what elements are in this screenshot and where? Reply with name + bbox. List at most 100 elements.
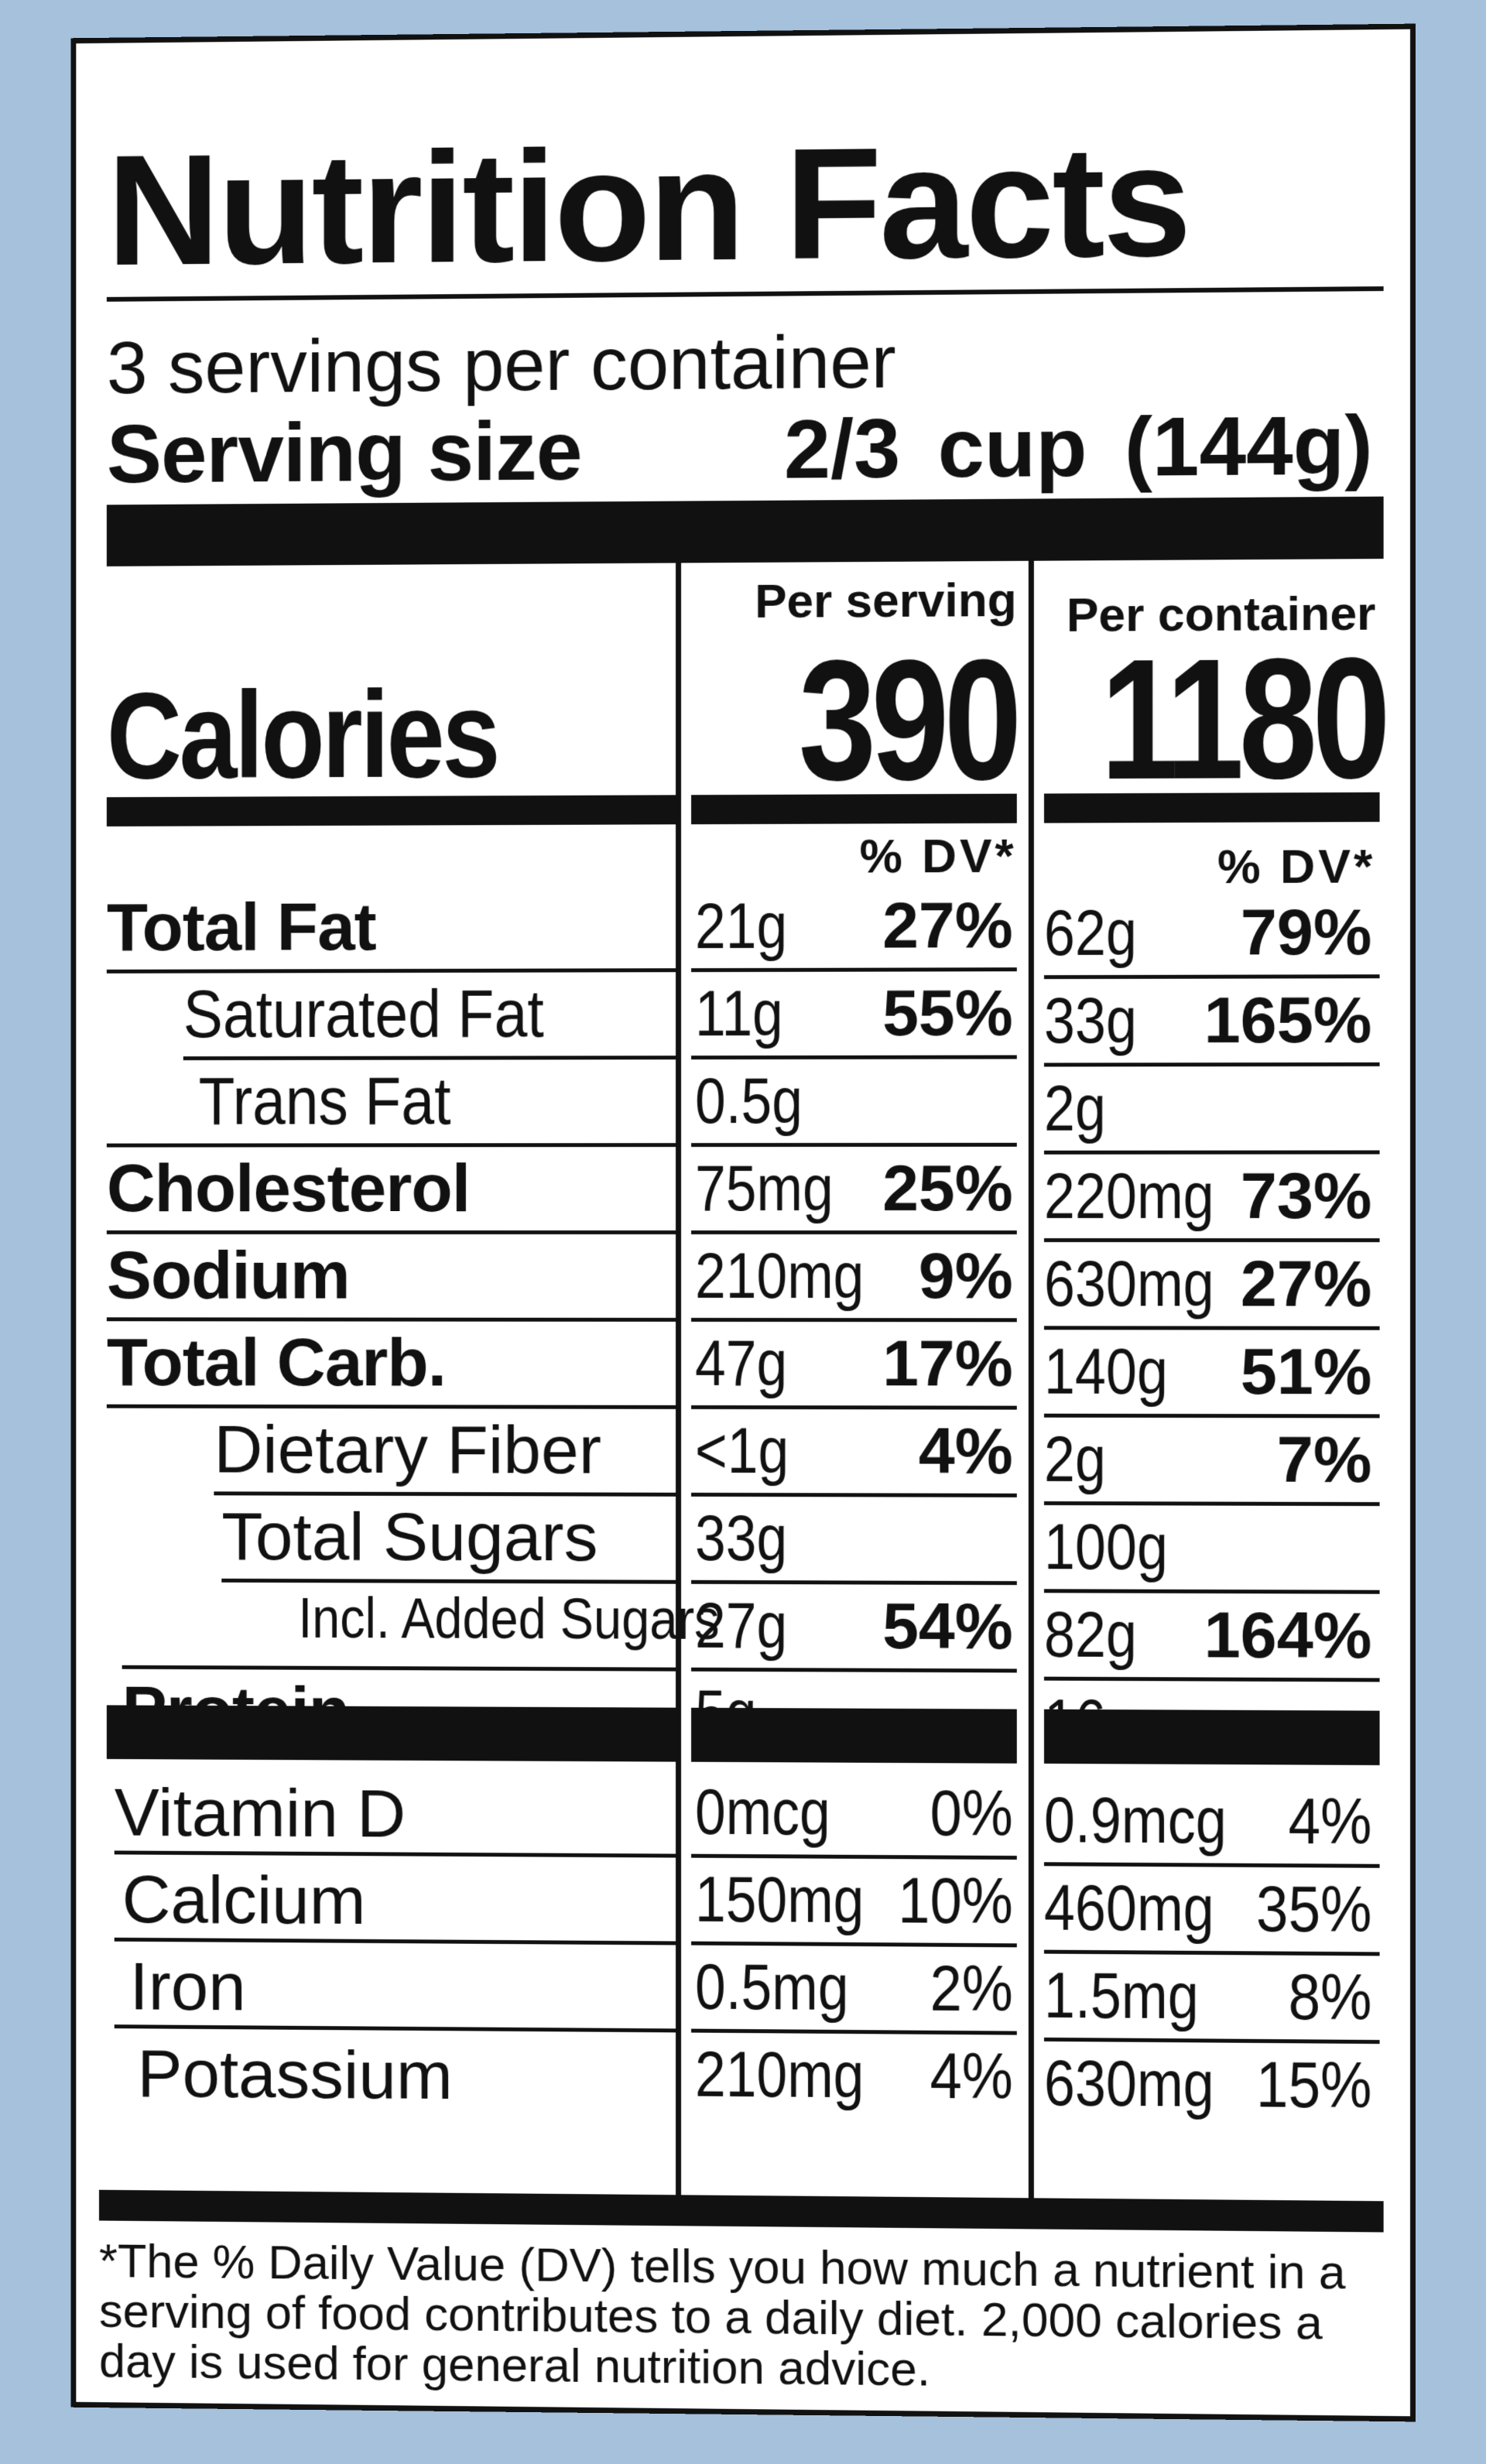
container-amount: 33g	[1044, 987, 1137, 1052]
serving-dv: 10%	[866, 1867, 1013, 1933]
row-divider	[1044, 1063, 1380, 1067]
container-dv	[1204, 1514, 1371, 1515]
container-amount: 2g	[1044, 1426, 1106, 1491]
nutrient-label-total-carb: Total Carb.	[107, 1328, 446, 1396]
row-divider	[1044, 1950, 1380, 1956]
container-dv: 79%	[1204, 899, 1371, 965]
footnote: *The % Daily Value (DV) tells you how mu…	[99, 2236, 1384, 2400]
row-divider	[691, 967, 1017, 972]
serving-amount: 0.5mg	[695, 1954, 849, 2020]
thick-divider	[107, 497, 1384, 566]
nutrient-label-saturated-fat: Saturated Fat	[183, 980, 544, 1049]
row-divider	[1044, 1677, 1380, 1682]
row-divider	[691, 1854, 1017, 1860]
row-divider	[1044, 974, 1380, 979]
serving-dv: 17%	[846, 1330, 1013, 1395]
serving-dv	[846, 1681, 1013, 1682]
container-dv: 165%	[1204, 987, 1371, 1052]
row-divider	[691, 1942, 1017, 1948]
row-divider	[115, 1938, 676, 1946]
serving-dv: 25%	[846, 1155, 1013, 1220]
vitamin-label-potassium: Potassium	[137, 2039, 452, 2110]
container-dv: 15%	[1224, 2052, 1371, 2118]
vitamin-label-calcium: Calcium	[122, 1865, 366, 1935]
serving-dv: 2%	[866, 1955, 1013, 2021]
serving-amount: 33g	[695, 1505, 787, 1570]
container-amount: 82g	[1044, 1601, 1137, 1667]
row-divider	[1044, 1238, 1380, 1242]
serving-size-value: 2/3 cup (144g)	[784, 403, 1373, 491]
row-divider	[1044, 1326, 1380, 1330]
nutrient-label-trans-fat: Trans Fat	[199, 1067, 451, 1135]
nutrient-table: Total Fat 21g 27% 62g 79% Saturated Fat 11g 55%…	[76, 29, 1410, 43]
row-divider	[691, 1405, 1017, 1410]
row-divider	[183, 1056, 676, 1060]
row-divider	[691, 1668, 1017, 1673]
nutrient-label-incl-added-sugars: Incl. Added Sugars	[298, 1590, 719, 1648]
row-divider	[1044, 1862, 1380, 1868]
row-divider	[1044, 1589, 1380, 1593]
serving-amount: 0mcg	[695, 1779, 830, 1845]
container-amount: 630mg	[1044, 1251, 1214, 1316]
nutrient-label-total-sugars: Total Sugars	[221, 1502, 597, 1571]
dv-header-container: % DV*	[1044, 843, 1376, 892]
calories-bar-mid	[691, 794, 1017, 825]
container-dv: 35%	[1224, 1876, 1371, 1942]
row-divider	[107, 1405, 676, 1409]
row-divider	[691, 1318, 1017, 1322]
row-divider	[122, 1665, 676, 1672]
row-divider	[221, 1579, 676, 1584]
calories-label: Calories	[107, 672, 498, 798]
panel-title: Nutrition Facts	[107, 121, 1190, 289]
nutrient-label-total-fat: Total Fat	[107, 892, 376, 961]
serving-dv: 0%	[866, 1780, 1013, 1846]
calories-per-container: 1180	[1101, 633, 1376, 806]
container-amount: 460mg	[1044, 1874, 1214, 1941]
container-dv: 8%	[1224, 1963, 1371, 2030]
container-dv: 27%	[1204, 1251, 1371, 1316]
serving-amount: 75mg	[695, 1155, 834, 1220]
container-amount: 0.9mcg	[1044, 1787, 1227, 1853]
container-amount: 630mg	[1044, 2050, 1214, 2117]
container-amount: 140g	[1044, 1338, 1168, 1403]
calories-bar-left	[107, 795, 676, 826]
container-amount: 62g	[1044, 900, 1137, 966]
vitamin-bar-right	[1044, 1709, 1380, 1765]
container-dv: 164%	[1204, 1602, 1371, 1668]
servings-per-container: 3 servings per container	[107, 325, 896, 406]
serving-dv	[846, 1505, 1013, 1506]
serving-size-label: Serving size	[107, 409, 582, 495]
row-divider	[107, 1143, 676, 1148]
row-divider	[115, 2024, 676, 2032]
calories-per-serving: 390	[743, 635, 1016, 806]
vitamin-table: Vitamin D 0mcg 0% 0.9mcg 4% Calcium 150mg 10% 46…	[76, 29, 1410, 43]
nutrition-facts-panel: Nutrition Facts 3 servings per container…	[70, 24, 1416, 2422]
row-divider	[691, 1055, 1017, 1059]
row-divider	[691, 2029, 1017, 2035]
serving-amount: <1g	[695, 1418, 789, 1483]
serving-dv: 54%	[846, 1593, 1013, 1658]
serving-amount: 150mg	[695, 1867, 864, 1932]
serving-dv: 55%	[846, 980, 1013, 1045]
nutrient-label-dietary-fiber: Dietary Fiber	[214, 1415, 601, 1484]
serving-amount: 47g	[695, 1330, 787, 1395]
container-amount: 1.5mg	[1044, 1963, 1199, 2029]
row-divider	[1044, 1150, 1380, 1154]
vitamin-bar-mid	[691, 1708, 1017, 1764]
nutrient-label-cholesterol: Cholesterol	[107, 1154, 470, 1222]
row-divider	[691, 1230, 1017, 1234]
serving-amount: 0.5g	[695, 1068, 803, 1133]
container-amount: 2g	[1044, 1075, 1106, 1140]
row-divider	[1044, 1501, 1380, 1506]
row-divider	[107, 1230, 676, 1234]
per-serving-heading: Per serving	[691, 577, 1017, 626]
column-separator-left	[676, 563, 681, 2202]
vitamin-bar-left	[107, 1705, 676, 1761]
calories-bar-right	[1044, 792, 1380, 823]
container-dv: 4%	[1224, 1788, 1371, 1853]
row-divider	[115, 1850, 676, 1857]
serving-amount: 27g	[695, 1593, 787, 1658]
row-divider	[1044, 1414, 1380, 1419]
container-amount: 100g	[1044, 1514, 1168, 1579]
serving-dv: 4%	[866, 2042, 1013, 2109]
